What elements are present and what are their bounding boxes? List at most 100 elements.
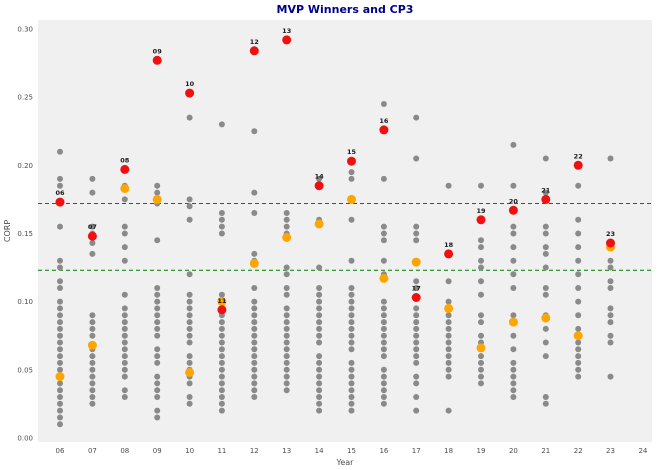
mvp-point bbox=[314, 181, 324, 191]
other-point bbox=[478, 366, 484, 373]
other-point bbox=[57, 421, 63, 428]
other-point bbox=[283, 380, 290, 387]
other-point bbox=[154, 373, 161, 380]
x-tick-label: 19 bbox=[477, 447, 486, 455]
other-point bbox=[478, 353, 484, 360]
other-point bbox=[57, 325, 63, 332]
other-point bbox=[316, 325, 323, 332]
other-point bbox=[316, 332, 323, 339]
other-point bbox=[445, 373, 452, 380]
axis-ticks: 06 07 08 09 10 11 12 13 14 15 16 17 18 19 20 21 22 23 24 0.… bbox=[17, 26, 647, 456]
other-point bbox=[478, 182, 484, 189]
other-point bbox=[510, 366, 517, 373]
cp3-point bbox=[55, 372, 65, 382]
other-point bbox=[121, 339, 128, 346]
mvp-point bbox=[55, 197, 65, 207]
other-point bbox=[380, 339, 387, 346]
other-point bbox=[348, 387, 355, 394]
other-point bbox=[218, 325, 225, 332]
other-point bbox=[348, 285, 355, 291]
other-point bbox=[186, 312, 193, 319]
other-point bbox=[218, 291, 225, 298]
other-point bbox=[445, 407, 452, 414]
other-point bbox=[218, 210, 225, 216]
other-point bbox=[218, 121, 225, 128]
other-point bbox=[186, 359, 193, 366]
cp3-point bbox=[185, 368, 195, 377]
other-point bbox=[283, 359, 290, 366]
x-tick-label: 07 bbox=[88, 447, 97, 455]
other-point bbox=[218, 230, 225, 237]
other-point bbox=[154, 291, 161, 298]
mvp-point bbox=[120, 164, 130, 174]
other-point bbox=[413, 278, 420, 285]
other-point bbox=[251, 319, 258, 326]
other-point bbox=[380, 223, 387, 230]
other-point bbox=[348, 312, 355, 319]
other-point bbox=[283, 312, 290, 319]
other-point bbox=[251, 189, 258, 196]
other-point bbox=[218, 353, 225, 360]
plot-area bbox=[38, 20, 652, 442]
other-point bbox=[57, 223, 63, 230]
other-point bbox=[445, 332, 452, 339]
other-point bbox=[607, 257, 614, 264]
other-point bbox=[510, 182, 517, 189]
other-point bbox=[89, 312, 96, 319]
other-point bbox=[251, 325, 258, 332]
cp3-point bbox=[379, 273, 389, 283]
data-points: 06 07 08 09 10 11 12 13 14 15 16 17 18 19 20 21 22 23 bbox=[55, 27, 615, 428]
other-point bbox=[121, 305, 128, 312]
x-tick-label: 23 bbox=[606, 447, 615, 455]
other-point bbox=[542, 155, 549, 162]
other-point bbox=[413, 353, 420, 360]
other-point bbox=[89, 380, 96, 387]
other-point bbox=[575, 366, 582, 373]
mvp-point bbox=[573, 160, 583, 170]
other-point bbox=[154, 312, 161, 319]
other-point bbox=[445, 182, 452, 189]
other-point bbox=[348, 407, 355, 414]
y-tick-label: 0.15 bbox=[17, 230, 33, 238]
other-point bbox=[186, 380, 193, 387]
other-point bbox=[413, 312, 420, 319]
other-point bbox=[186, 305, 193, 312]
other-point bbox=[89, 394, 96, 400]
other-point bbox=[121, 353, 128, 360]
other-point bbox=[121, 387, 128, 394]
x-tick-label: 24 bbox=[638, 447, 647, 455]
other-point bbox=[445, 278, 452, 285]
other-point bbox=[478, 373, 484, 380]
other-point bbox=[380, 319, 387, 326]
other-point bbox=[413, 155, 420, 162]
cp3-point bbox=[249, 258, 259, 268]
other-point bbox=[57, 175, 63, 182]
other-point bbox=[89, 240, 96, 246]
other-point bbox=[316, 366, 323, 373]
other-point bbox=[186, 332, 193, 339]
other-point bbox=[283, 216, 290, 223]
cp3-point bbox=[314, 219, 324, 229]
cp3-point bbox=[282, 233, 292, 242]
other-point bbox=[316, 175, 323, 182]
x-tick-label: 20 bbox=[509, 447, 518, 455]
mvp-year-label: 22 bbox=[574, 152, 583, 160]
other-point bbox=[89, 400, 96, 407]
other-point bbox=[218, 373, 225, 380]
other-point bbox=[218, 216, 225, 223]
other-point bbox=[316, 285, 323, 291]
other-point bbox=[510, 312, 517, 319]
y-tick-label: 0.00 bbox=[17, 434, 33, 442]
other-point bbox=[218, 380, 225, 387]
other-point bbox=[413, 407, 420, 414]
other-point bbox=[380, 175, 387, 182]
other-point bbox=[575, 373, 582, 380]
other-point bbox=[413, 114, 420, 121]
other-point bbox=[348, 169, 355, 176]
other-point bbox=[218, 319, 225, 326]
other-point bbox=[121, 359, 128, 366]
other-point bbox=[218, 346, 225, 353]
mvp-point bbox=[185, 88, 195, 98]
other-point bbox=[478, 257, 484, 264]
x-tick-label: 06 bbox=[56, 447, 65, 455]
